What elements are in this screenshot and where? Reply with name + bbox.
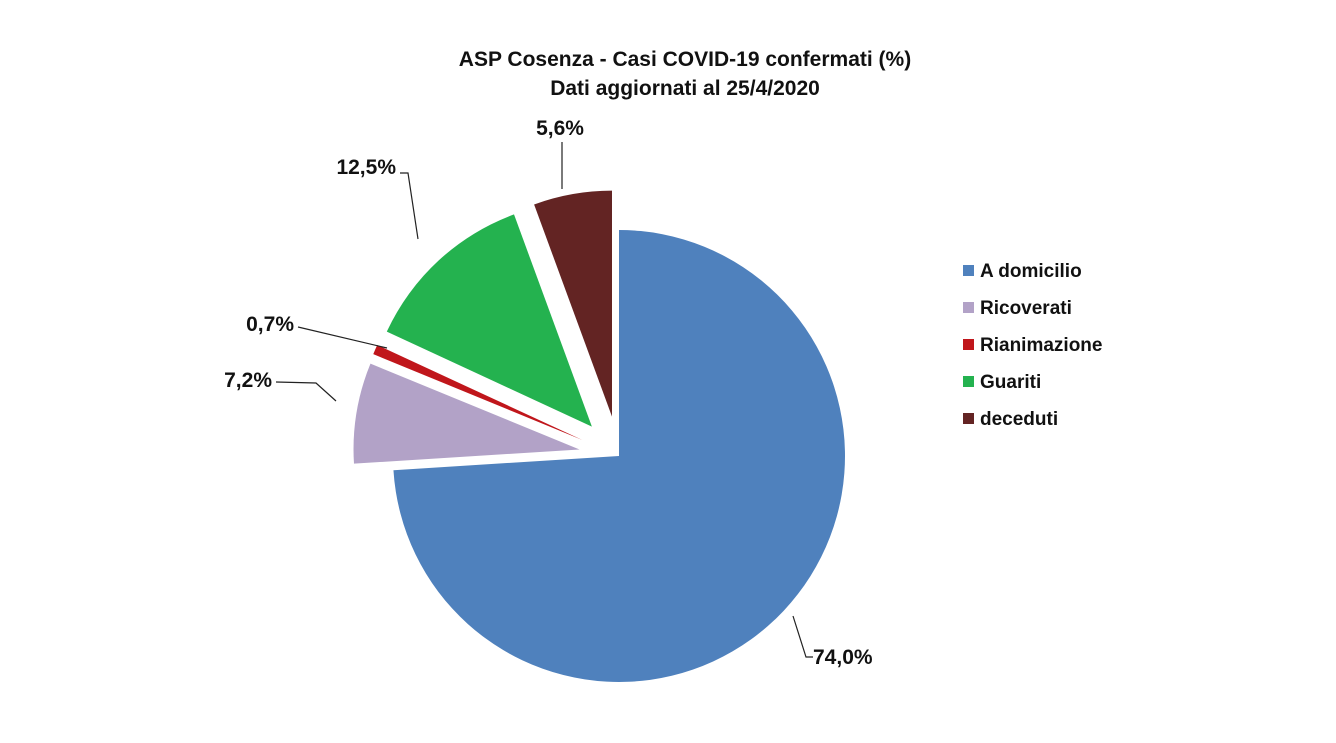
chart-subtitle: Dati aggiornati al 25/4/2020 — [550, 77, 820, 100]
leader-line — [400, 172, 419, 240]
data-label: 7,2% — [224, 369, 272, 392]
leader-line — [792, 615, 813, 658]
legend-swatch — [963, 265, 974, 276]
pie-slice-rianimazione — [373, 345, 583, 440]
pie-slices — [353, 190, 845, 683]
legend-label: Ricoverati — [980, 298, 1072, 319]
legend-swatch — [963, 413, 974, 424]
legend-label: deceduti — [980, 409, 1058, 430]
pie-slice-a-domicilio — [393, 230, 845, 683]
legend: A domicilio Ricoverati Rianimazione Guariti… — [963, 261, 1102, 430]
leader-line — [297, 326, 388, 349]
data-label: 5,6% — [536, 117, 584, 140]
legend-label: A domicilio — [980, 261, 1082, 282]
data-label: 12,5% — [336, 156, 396, 179]
pie-data-labels: 74,0% 7,2% 0,7% 12,5% 5,6% — [224, 117, 873, 669]
legend-label: Guariti — [980, 372, 1041, 393]
legend-label: Rianimazione — [980, 335, 1102, 356]
data-label: 0,7% — [246, 313, 294, 336]
legend-swatch — [963, 376, 974, 387]
data-label: 74,0% — [813, 646, 873, 669]
leader-line — [275, 381, 337, 402]
legend-swatch — [963, 302, 974, 313]
pie-slice-deceduti — [534, 190, 612, 417]
pie-slice-ricoverati — [353, 363, 580, 464]
chart-title: ASP Cosenza - Casi COVID-19 confermati (… — [459, 48, 911, 71]
pie-slice-guariti — [386, 214, 592, 427]
legend-swatch — [963, 339, 974, 350]
